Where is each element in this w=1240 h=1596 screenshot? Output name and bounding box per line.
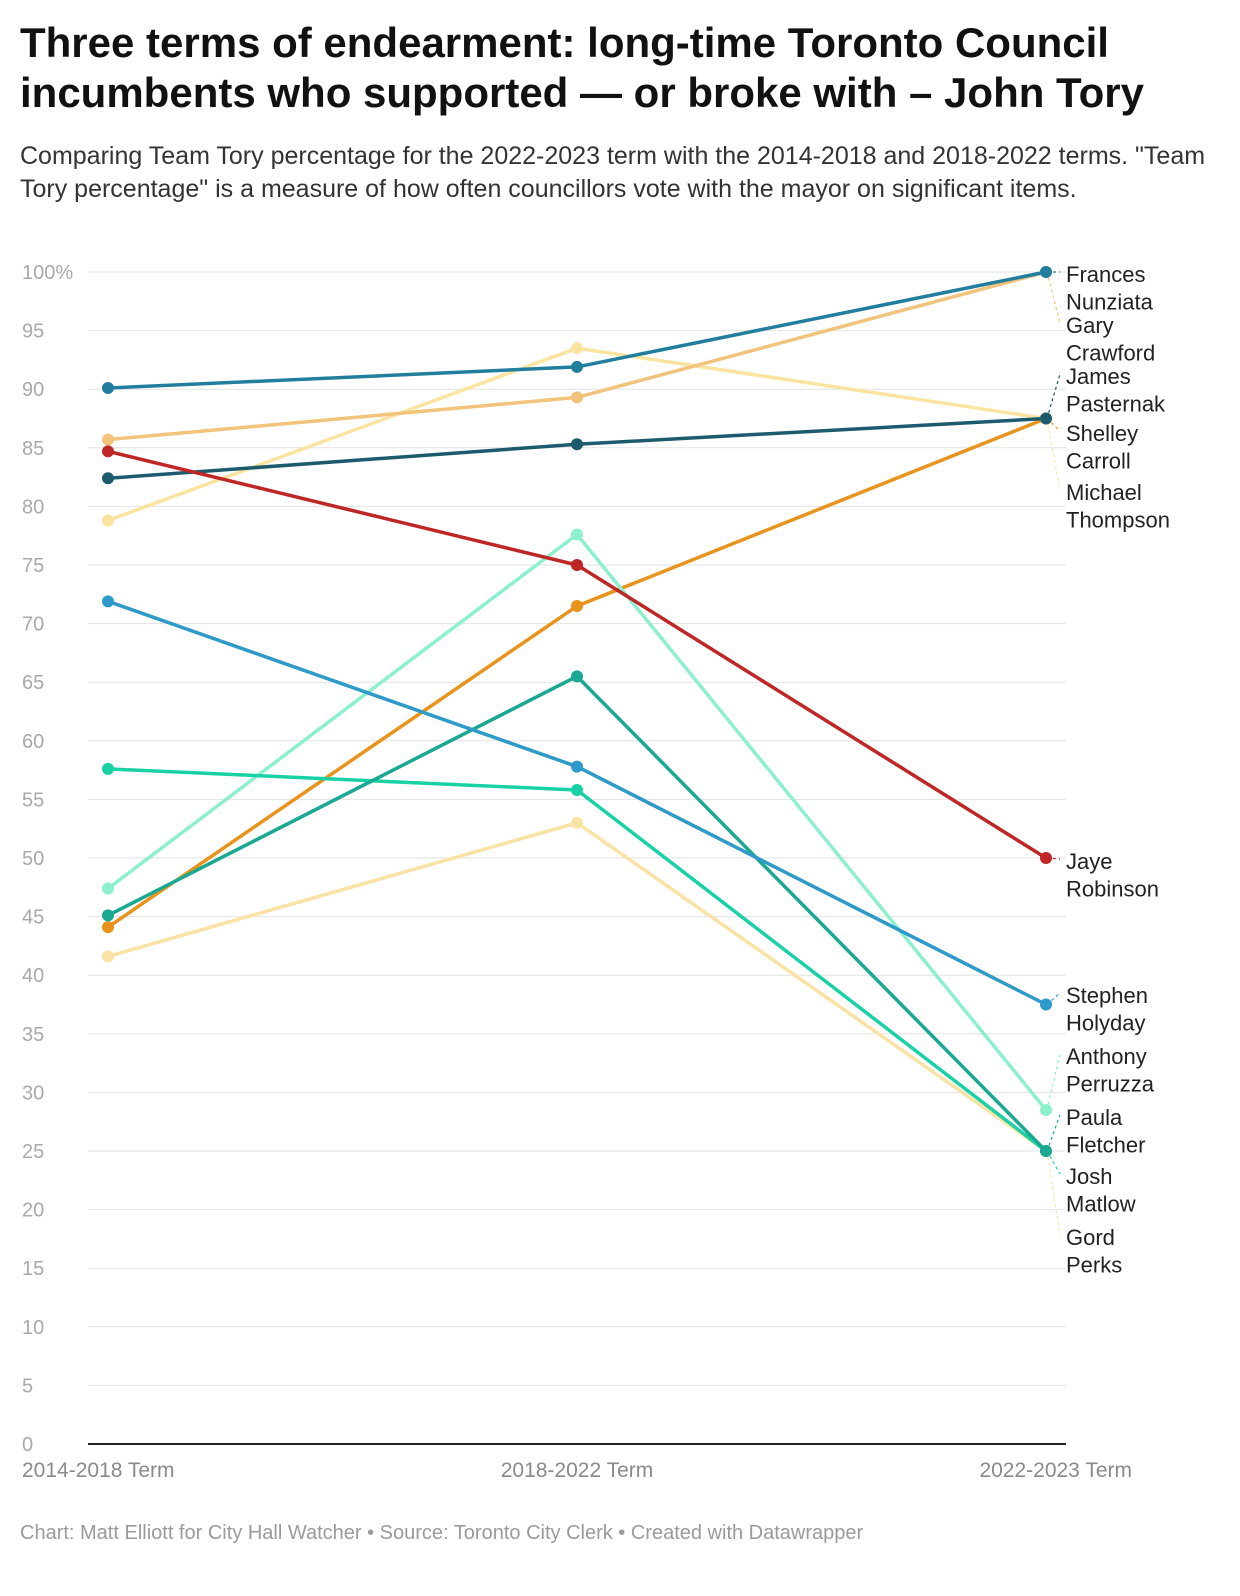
y-tick-label-15: 15 (22, 1258, 44, 1280)
data-point-jaye-robinson-1 (102, 445, 114, 458)
leader-line-anthony-perruzza (1046, 1053, 1061, 1111)
leader-line-josh-matlow (1046, 1150, 1061, 1175)
y-tick-label-65: 65 (22, 672, 44, 694)
data-point-jaye-robinson-2 (571, 559, 583, 571)
data-point-anthony-perruzza-1 (102, 882, 114, 895)
series-lines (106, 270, 1048, 1153)
data-point-gary-crawford-1 (102, 433, 114, 446)
series-line-gary-crawford (106, 270, 1048, 442)
gridlines (88, 271, 1066, 1445)
data-point-paula-fletcher-1 (102, 909, 114, 922)
y-tick-label-45: 45 (22, 907, 44, 929)
data-point-gary-crawford-2 (571, 391, 583, 404)
data-point-michael-thompson-1 (102, 514, 114, 527)
y-tick-label-5: 5 (22, 1375, 33, 1397)
series-line-michael-thompson (106, 346, 1048, 523)
y-tick-label-55: 55 (22, 789, 44, 811)
data-point-josh-matlow-1 (102, 762, 114, 775)
end-label-shelley-carroll: Shelley Carroll (1066, 421, 1138, 474)
y-tick-label-25: 25 (22, 1141, 44, 1163)
end-label-james-pasternak: James Pasternak (1066, 364, 1166, 417)
leader-line-gary-crawford (1046, 271, 1061, 324)
leader-line-gord-perks (1046, 1150, 1061, 1236)
end-label-gary-crawford: Gary Crawford (1066, 313, 1155, 366)
leader-line-james-pasternak (1046, 373, 1061, 419)
y-tick-label-50: 50 (22, 848, 44, 870)
data-point-frances-nunziata-2 (571, 360, 583, 373)
data-point-gord-perks-2 (571, 816, 583, 829)
data-point-paula-fletcher-3 (1040, 1145, 1052, 1157)
data-point-stephen-holyday-1 (102, 595, 114, 608)
series-line-paula-fletcher (106, 674, 1048, 1153)
chart-credits: Chart: Matt Elliott for City Hall Watche… (20, 1522, 864, 1544)
y-tick-label-80: 80 (22, 496, 44, 518)
series-line-stephen-holyday (106, 599, 1048, 1007)
x-axis-tick-labels: 2014-2018 Term 2018-2022 Term 2022-2023 Te… (22, 1459, 1132, 1482)
data-point-james-pasternak-1 (102, 472, 114, 485)
series-line-gord-perks (106, 821, 1048, 1153)
data-point-anthony-perruzza-3 (1040, 1103, 1052, 1116)
series-line-jaye-robinson (106, 449, 1048, 860)
data-point-stephen-holyday-3 (1040, 998, 1052, 1011)
x-tick-label-2018-2022-term: 2018-2022 Term (501, 1459, 654, 1482)
end-label-michael-thompson: Michael Thompson (1066, 480, 1170, 533)
data-point-shelley-carroll-1 (102, 921, 114, 934)
end-label-stephen-holyday: Stephen Holyday (1066, 983, 1148, 1036)
y-tick-label-30: 30 (22, 1082, 44, 1104)
y-tick-label-60: 60 (22, 731, 44, 753)
leader-line-paula-fletcher (1046, 1114, 1061, 1152)
label-leader-lines (1046, 271, 1061, 1236)
end-label-gord-perks: Gord Perks (1066, 1225, 1122, 1278)
data-point-paula-fletcher-2 (571, 670, 583, 683)
x-tick-label-2022-2023-term: 2022-2023 Term (979, 1459, 1132, 1482)
y-tick-label-20: 20 (22, 1200, 44, 1222)
data-point-frances-nunziata-3 (1040, 266, 1052, 278)
data-point-josh-matlow-2 (571, 784, 583, 797)
y-tick-label-10: 10 (22, 1317, 44, 1339)
leader-line-michael-thompson (1046, 418, 1061, 491)
data-point-gord-perks-1 (102, 950, 114, 963)
y-tick-label-40: 40 (22, 965, 44, 987)
y-tick-label-85: 85 (22, 438, 44, 460)
y-tick-label-35: 35 (22, 1024, 44, 1046)
end-label-anthony-perruzza: Anthony Perruzza (1066, 1044, 1155, 1097)
end-label-josh-matlow: Josh Matlow (1066, 1164, 1136, 1217)
data-point-james-pasternak-3 (1040, 412, 1052, 425)
data-point-stephen-holyday-2 (571, 760, 583, 773)
chart-title: Three terms of endearment: long-time Tor… (20, 19, 1144, 116)
y-axis-tick-labels: 0 5 10 15 20 25 30 35 40 45 50 55 60 65 70 75 80 85 90 95 10… (22, 262, 73, 1456)
data-point-frances-nunziata-1 (102, 382, 114, 395)
y-tick-label-95: 95 (22, 321, 44, 343)
y-tick-label-90: 90 (22, 379, 44, 401)
y-tick-label-70: 70 (22, 614, 44, 636)
y-tick-label-100: 100% (22, 262, 73, 284)
y-tick-label-0: 0 (22, 1434, 33, 1456)
end-label-frances-nunziata: Frances Nunziata (1066, 262, 1154, 315)
x-tick-label-2014-2018-term: 2014-2018 Term (22, 1459, 175, 1482)
data-point-michael-thompson-2 (571, 342, 583, 355)
end-label-paula-fletcher: Paula Fletcher (1066, 1105, 1145, 1158)
series-points (102, 266, 1052, 1157)
data-point-jaye-robinson-3 (1040, 852, 1052, 864)
chart-subtitle: Comparing Team Tory percentage for the 2… (20, 142, 1206, 203)
end-label-jaye-robinson: Jaye Robinson (1066, 849, 1159, 902)
data-point-james-pasternak-2 (571, 438, 583, 451)
data-point-shelley-carroll-2 (571, 600, 583, 613)
y-tick-label-75: 75 (22, 555, 44, 577)
data-point-anthony-perruzza-2 (571, 528, 583, 541)
